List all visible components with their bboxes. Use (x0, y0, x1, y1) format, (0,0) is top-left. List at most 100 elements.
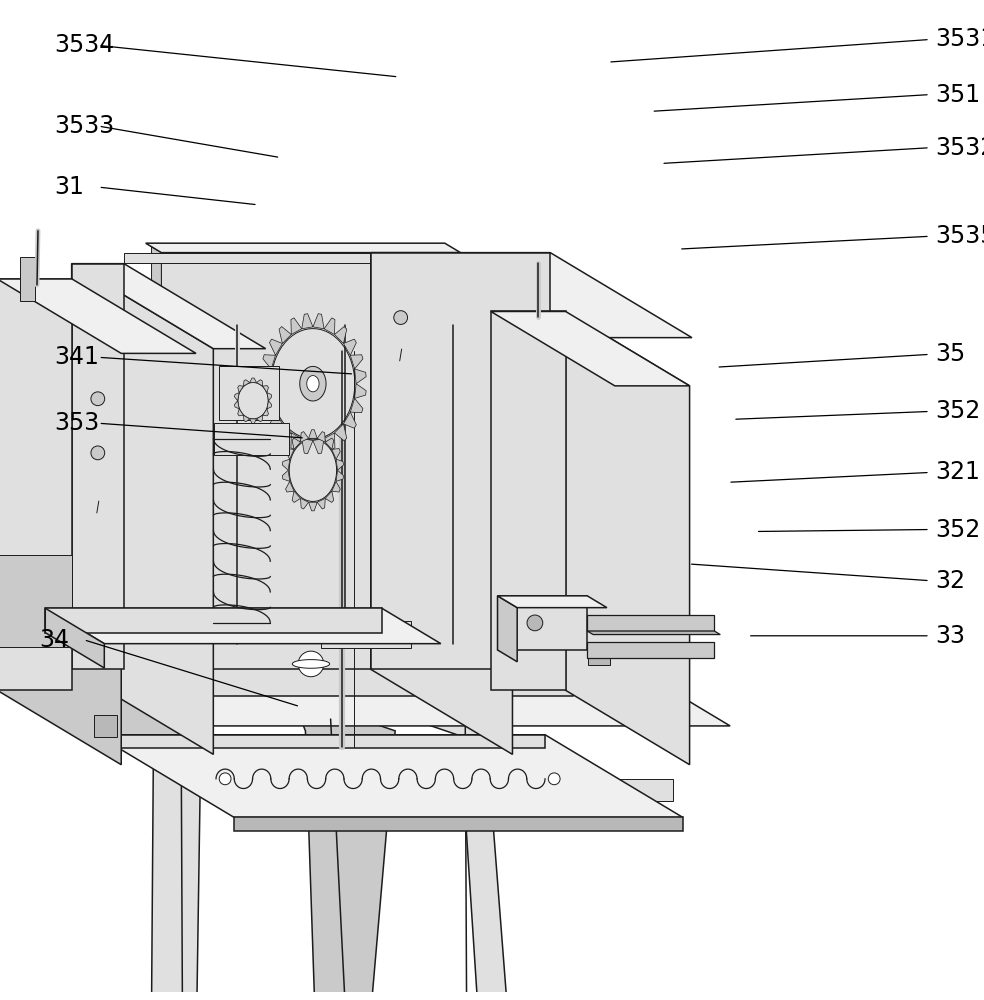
Polygon shape (587, 642, 714, 658)
Polygon shape (0, 279, 121, 765)
Polygon shape (371, 253, 513, 754)
Polygon shape (219, 366, 279, 420)
Polygon shape (498, 596, 607, 608)
Polygon shape (337, 459, 343, 470)
Polygon shape (491, 311, 566, 690)
Polygon shape (49, 631, 207, 791)
Polygon shape (263, 355, 276, 369)
Text: 352: 352 (935, 399, 980, 423)
Polygon shape (250, 378, 257, 383)
Polygon shape (124, 253, 475, 263)
Polygon shape (152, 247, 161, 669)
Polygon shape (566, 311, 690, 765)
Text: 321: 321 (935, 460, 980, 484)
Polygon shape (243, 380, 250, 386)
Polygon shape (270, 339, 282, 355)
Polygon shape (332, 481, 340, 492)
Text: 31: 31 (54, 175, 84, 199)
Polygon shape (238, 386, 243, 393)
Polygon shape (301, 719, 396, 1000)
Polygon shape (257, 415, 263, 422)
Text: 341: 341 (54, 345, 99, 369)
Polygon shape (72, 264, 124, 669)
Polygon shape (96, 735, 683, 817)
Polygon shape (45, 608, 382, 633)
Polygon shape (238, 409, 243, 416)
Text: 352: 352 (935, 518, 980, 542)
Polygon shape (250, 419, 257, 423)
Polygon shape (224, 779, 673, 801)
Polygon shape (343, 412, 356, 428)
Polygon shape (0, 279, 196, 353)
Polygon shape (337, 470, 343, 481)
Polygon shape (498, 596, 587, 650)
Circle shape (219, 773, 231, 785)
Polygon shape (267, 393, 272, 401)
Polygon shape (267, 401, 272, 409)
Polygon shape (343, 339, 356, 355)
Polygon shape (350, 398, 363, 413)
Polygon shape (292, 660, 330, 668)
Text: 3534: 3534 (54, 33, 114, 57)
Polygon shape (146, 243, 461, 253)
Polygon shape (491, 311, 690, 386)
Circle shape (527, 615, 543, 631)
Polygon shape (285, 449, 294, 459)
Polygon shape (0, 279, 72, 690)
Polygon shape (49, 631, 730, 726)
Polygon shape (292, 438, 300, 449)
Circle shape (298, 651, 324, 677)
Polygon shape (271, 329, 355, 439)
Polygon shape (243, 415, 250, 422)
Text: 35: 35 (935, 342, 965, 366)
Polygon shape (72, 264, 214, 754)
Polygon shape (587, 615, 714, 631)
Polygon shape (96, 735, 545, 748)
Polygon shape (45, 608, 441, 644)
Text: 32: 32 (935, 569, 964, 593)
Polygon shape (300, 366, 326, 401)
Polygon shape (425, 724, 510, 1000)
Polygon shape (291, 318, 302, 334)
Polygon shape (371, 253, 692, 338)
Polygon shape (260, 369, 272, 384)
Circle shape (394, 311, 407, 324)
Polygon shape (270, 412, 282, 428)
Polygon shape (20, 257, 34, 301)
Polygon shape (279, 424, 291, 441)
Polygon shape (234, 817, 683, 831)
Text: 3533: 3533 (54, 114, 114, 138)
Text: 353: 353 (54, 411, 99, 435)
Polygon shape (161, 253, 461, 669)
Polygon shape (307, 376, 319, 392)
Text: 3532: 3532 (935, 136, 984, 160)
Polygon shape (152, 724, 201, 1000)
Text: 3535: 3535 (935, 224, 984, 248)
Polygon shape (317, 432, 326, 442)
Circle shape (91, 446, 104, 460)
Polygon shape (317, 498, 326, 509)
Polygon shape (335, 424, 346, 441)
Polygon shape (302, 314, 313, 329)
Polygon shape (289, 439, 337, 501)
Polygon shape (321, 621, 411, 648)
Polygon shape (332, 449, 340, 459)
Polygon shape (282, 459, 289, 470)
Polygon shape (324, 433, 335, 450)
Text: 3531: 3531 (935, 27, 984, 51)
Polygon shape (309, 502, 317, 511)
Polygon shape (282, 470, 289, 481)
Polygon shape (263, 398, 276, 413)
Polygon shape (313, 314, 324, 329)
Polygon shape (587, 643, 610, 665)
Polygon shape (587, 631, 720, 635)
Polygon shape (313, 439, 324, 454)
Text: 33: 33 (935, 624, 964, 648)
Polygon shape (350, 355, 363, 369)
Polygon shape (45, 608, 104, 668)
Polygon shape (49, 631, 573, 696)
Circle shape (548, 773, 560, 785)
Polygon shape (0, 555, 72, 647)
Polygon shape (354, 384, 366, 398)
Polygon shape (326, 438, 334, 449)
